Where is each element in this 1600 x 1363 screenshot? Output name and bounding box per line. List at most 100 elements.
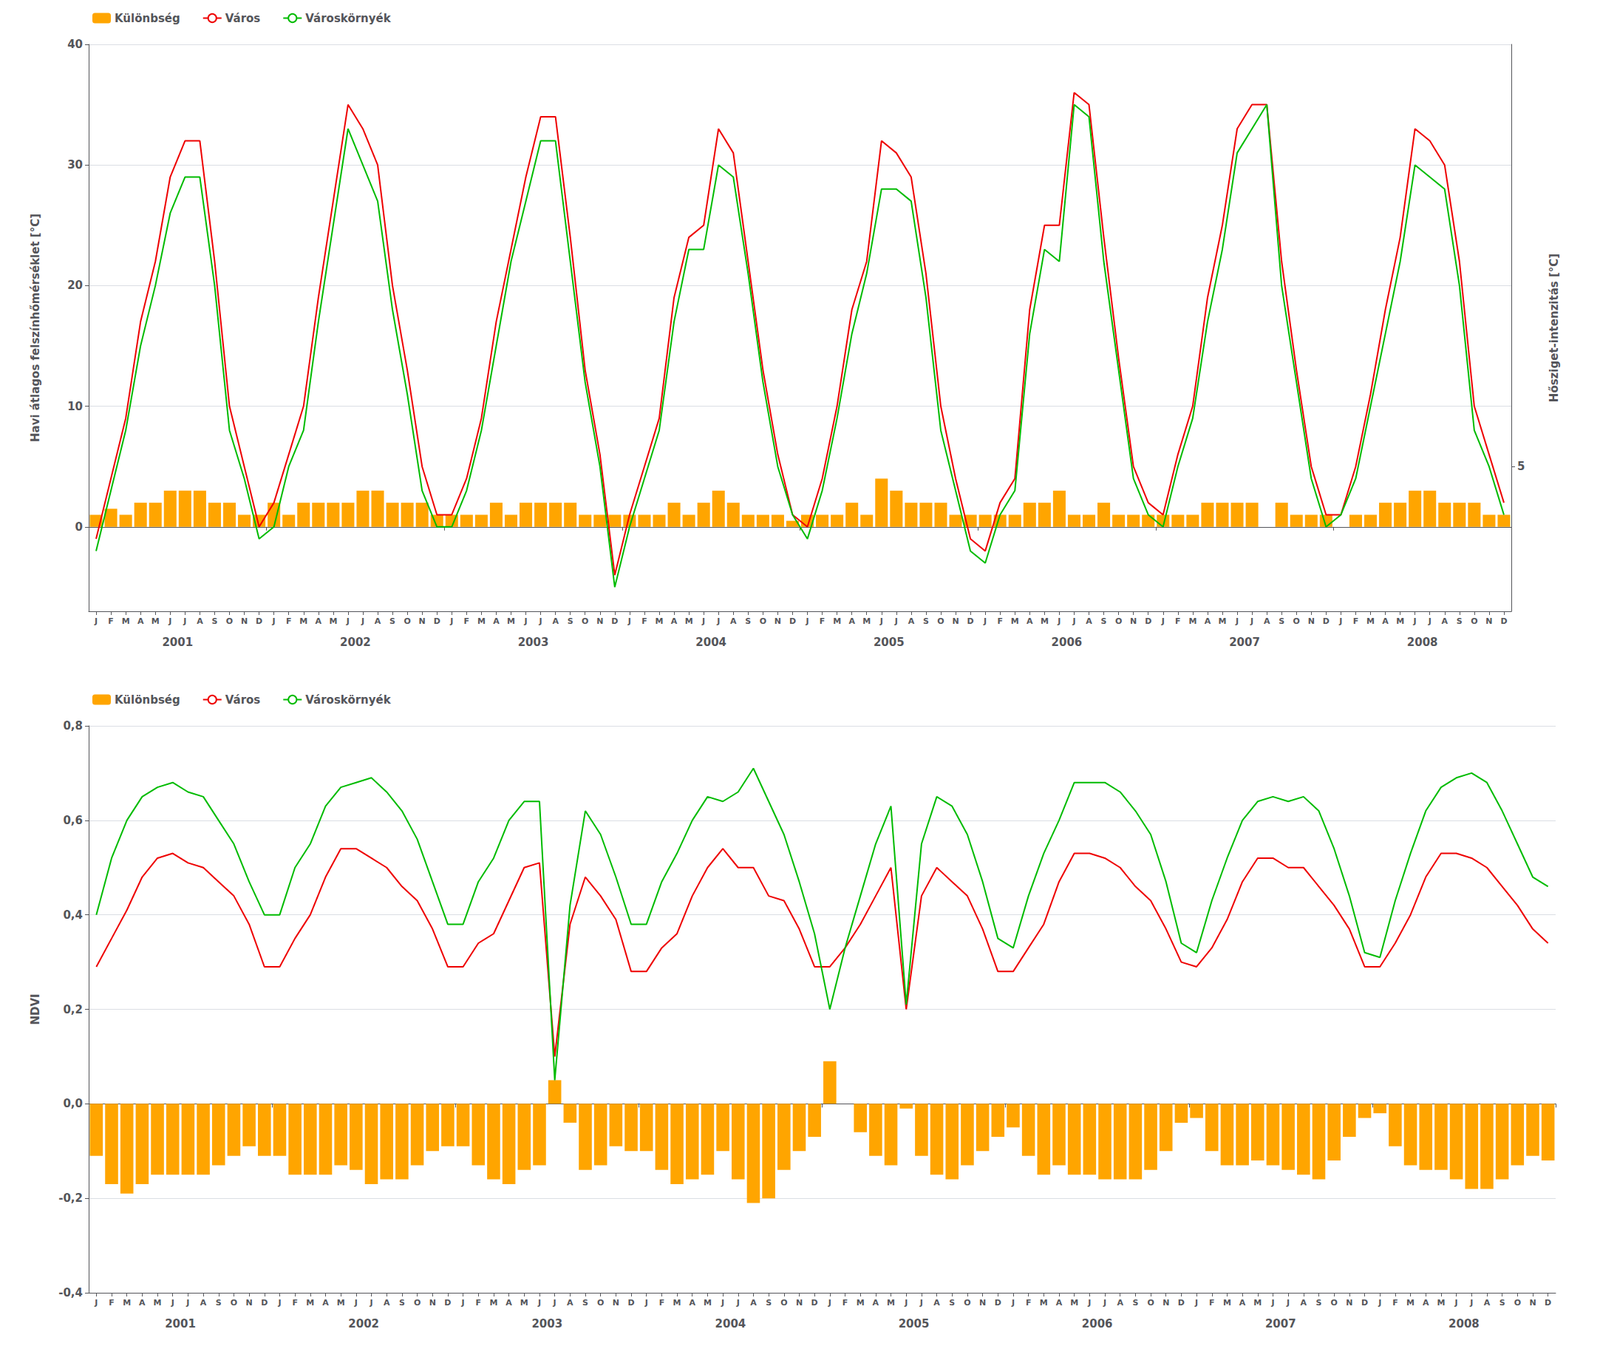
svg-text:M: M <box>1253 1297 1262 1308</box>
svg-text:O: O <box>581 616 589 626</box>
svg-text:J: J <box>93 616 98 626</box>
svg-text:J: J <box>1285 1297 1290 1308</box>
svg-text:N: N <box>612 1297 620 1308</box>
svg-text:0,2: 0,2 <box>62 1002 83 1017</box>
svg-text:J: J <box>277 1297 281 1308</box>
svg-text:O: O <box>597 1297 604 1308</box>
svg-text:NDVI: NDVI <box>28 993 43 1025</box>
svg-text:O: O <box>963 1297 971 1308</box>
svg-text:S: S <box>567 616 574 626</box>
svg-text:J: J <box>1454 1297 1459 1308</box>
svg-text:Havi átlagos felszínhőmérsékle: Havi átlagos felszínhőmérséklet [°C] <box>28 213 43 442</box>
svg-text:D: D <box>1361 1297 1368 1308</box>
svg-text:F: F <box>1209 1297 1215 1308</box>
svg-text:M: M <box>151 616 160 626</box>
svg-text:Különbség: Különbség <box>114 693 181 707</box>
svg-text:J: J <box>903 1297 908 1308</box>
svg-text:A: A <box>872 1297 880 1308</box>
svg-text:M: M <box>703 1297 712 1308</box>
svg-text:M: M <box>520 1297 529 1308</box>
svg-text:S: S <box>1499 1297 1506 1308</box>
svg-text:M: M <box>336 1297 346 1308</box>
svg-text:A: A <box>138 1297 146 1308</box>
svg-text:F: F <box>1175 616 1181 626</box>
svg-text:A: A <box>750 1297 757 1308</box>
svg-text:A: A <box>908 616 915 626</box>
svg-text:2006: 2006 <box>1051 635 1083 649</box>
svg-text:F: F <box>291 1297 298 1308</box>
svg-text:A: A <box>137 616 145 626</box>
svg-text:A: A <box>322 1297 329 1308</box>
svg-text:2002: 2002 <box>339 635 371 649</box>
svg-text:J: J <box>461 1297 465 1308</box>
svg-text:O: O <box>1293 616 1300 626</box>
svg-text:F: F <box>842 1297 849 1308</box>
svg-text:J: J <box>1102 1297 1107 1308</box>
svg-text:M: M <box>1366 616 1375 626</box>
svg-text:D: D <box>433 616 441 626</box>
svg-text:D: D <box>627 1297 635 1308</box>
svg-text:J: J <box>345 616 350 626</box>
svg-text:F: F <box>107 616 114 626</box>
svg-text:F: F <box>641 616 648 626</box>
svg-text:J: J <box>1071 616 1076 626</box>
svg-text:2004: 2004 <box>715 1316 747 1331</box>
svg-text:O: O <box>1514 1297 1521 1308</box>
svg-text:J: J <box>271 616 276 626</box>
svg-text:M: M <box>299 616 308 626</box>
svg-text:J: J <box>1338 616 1343 626</box>
svg-text:D: D <box>1500 616 1507 626</box>
svg-text:N: N <box>596 616 604 626</box>
svg-text:J: J <box>1087 1297 1091 1308</box>
svg-text:D: D <box>811 1297 819 1308</box>
svg-text:N: N <box>1308 616 1315 626</box>
svg-text:O: O <box>1146 1297 1154 1308</box>
svg-text:F: F <box>464 616 471 626</box>
svg-text:F: F <box>819 616 826 626</box>
svg-text:A: A <box>492 616 500 626</box>
svg-text:0,0: 0,0 <box>62 1096 83 1111</box>
svg-text:S: S <box>399 1297 405 1308</box>
svg-text:D: D <box>444 1297 451 1308</box>
svg-text:J: J <box>353 1297 358 1308</box>
svg-text:A: A <box>1239 1297 1247 1308</box>
svg-text:A: A <box>1263 616 1271 626</box>
svg-text:N: N <box>795 1297 803 1308</box>
svg-text:M: M <box>489 1297 498 1308</box>
svg-text:M: M <box>1406 1297 1415 1308</box>
svg-text:0,8: 0,8 <box>62 719 83 733</box>
svg-text:A: A <box>383 1297 391 1308</box>
svg-text:A: A <box>374 616 382 626</box>
svg-text:A: A <box>566 1297 574 1308</box>
svg-text:N: N <box>240 616 248 626</box>
svg-text:N: N <box>951 616 959 626</box>
svg-text:S: S <box>923 616 929 626</box>
svg-text:M: M <box>121 616 131 626</box>
svg-text:N: N <box>1345 1297 1353 1308</box>
svg-text:M: M <box>1070 1297 1079 1308</box>
svg-text:J: J <box>1270 1297 1275 1308</box>
svg-text:M: M <box>655 616 664 626</box>
svg-text:0,4: 0,4 <box>62 908 83 922</box>
svg-text:Városkörnyék: Városkörnyék <box>305 693 391 707</box>
svg-text:S: S <box>744 616 751 626</box>
svg-text:2007: 2007 <box>1265 1316 1297 1331</box>
svg-text:J: J <box>182 616 187 626</box>
svg-text:M: M <box>685 616 694 626</box>
svg-text:J: J <box>804 616 809 626</box>
svg-text:A: A <box>1116 1297 1124 1308</box>
svg-text:F: F <box>1025 1297 1032 1308</box>
svg-text:40: 40 <box>67 37 83 51</box>
svg-text:M: M <box>1040 616 1049 626</box>
svg-text:A: A <box>1056 1297 1063 1308</box>
svg-text:2005: 2005 <box>873 635 905 649</box>
svg-text:O: O <box>759 616 767 626</box>
svg-text:J: J <box>879 616 884 626</box>
svg-text:J: J <box>644 1297 649 1308</box>
svg-text:S: S <box>1101 616 1108 626</box>
svg-text:F: F <box>1392 1297 1399 1308</box>
svg-text:M: M <box>477 616 486 626</box>
svg-text:J: J <box>170 1297 175 1308</box>
svg-text:F: F <box>475 1297 482 1308</box>
svg-text:D: D <box>255 616 263 626</box>
